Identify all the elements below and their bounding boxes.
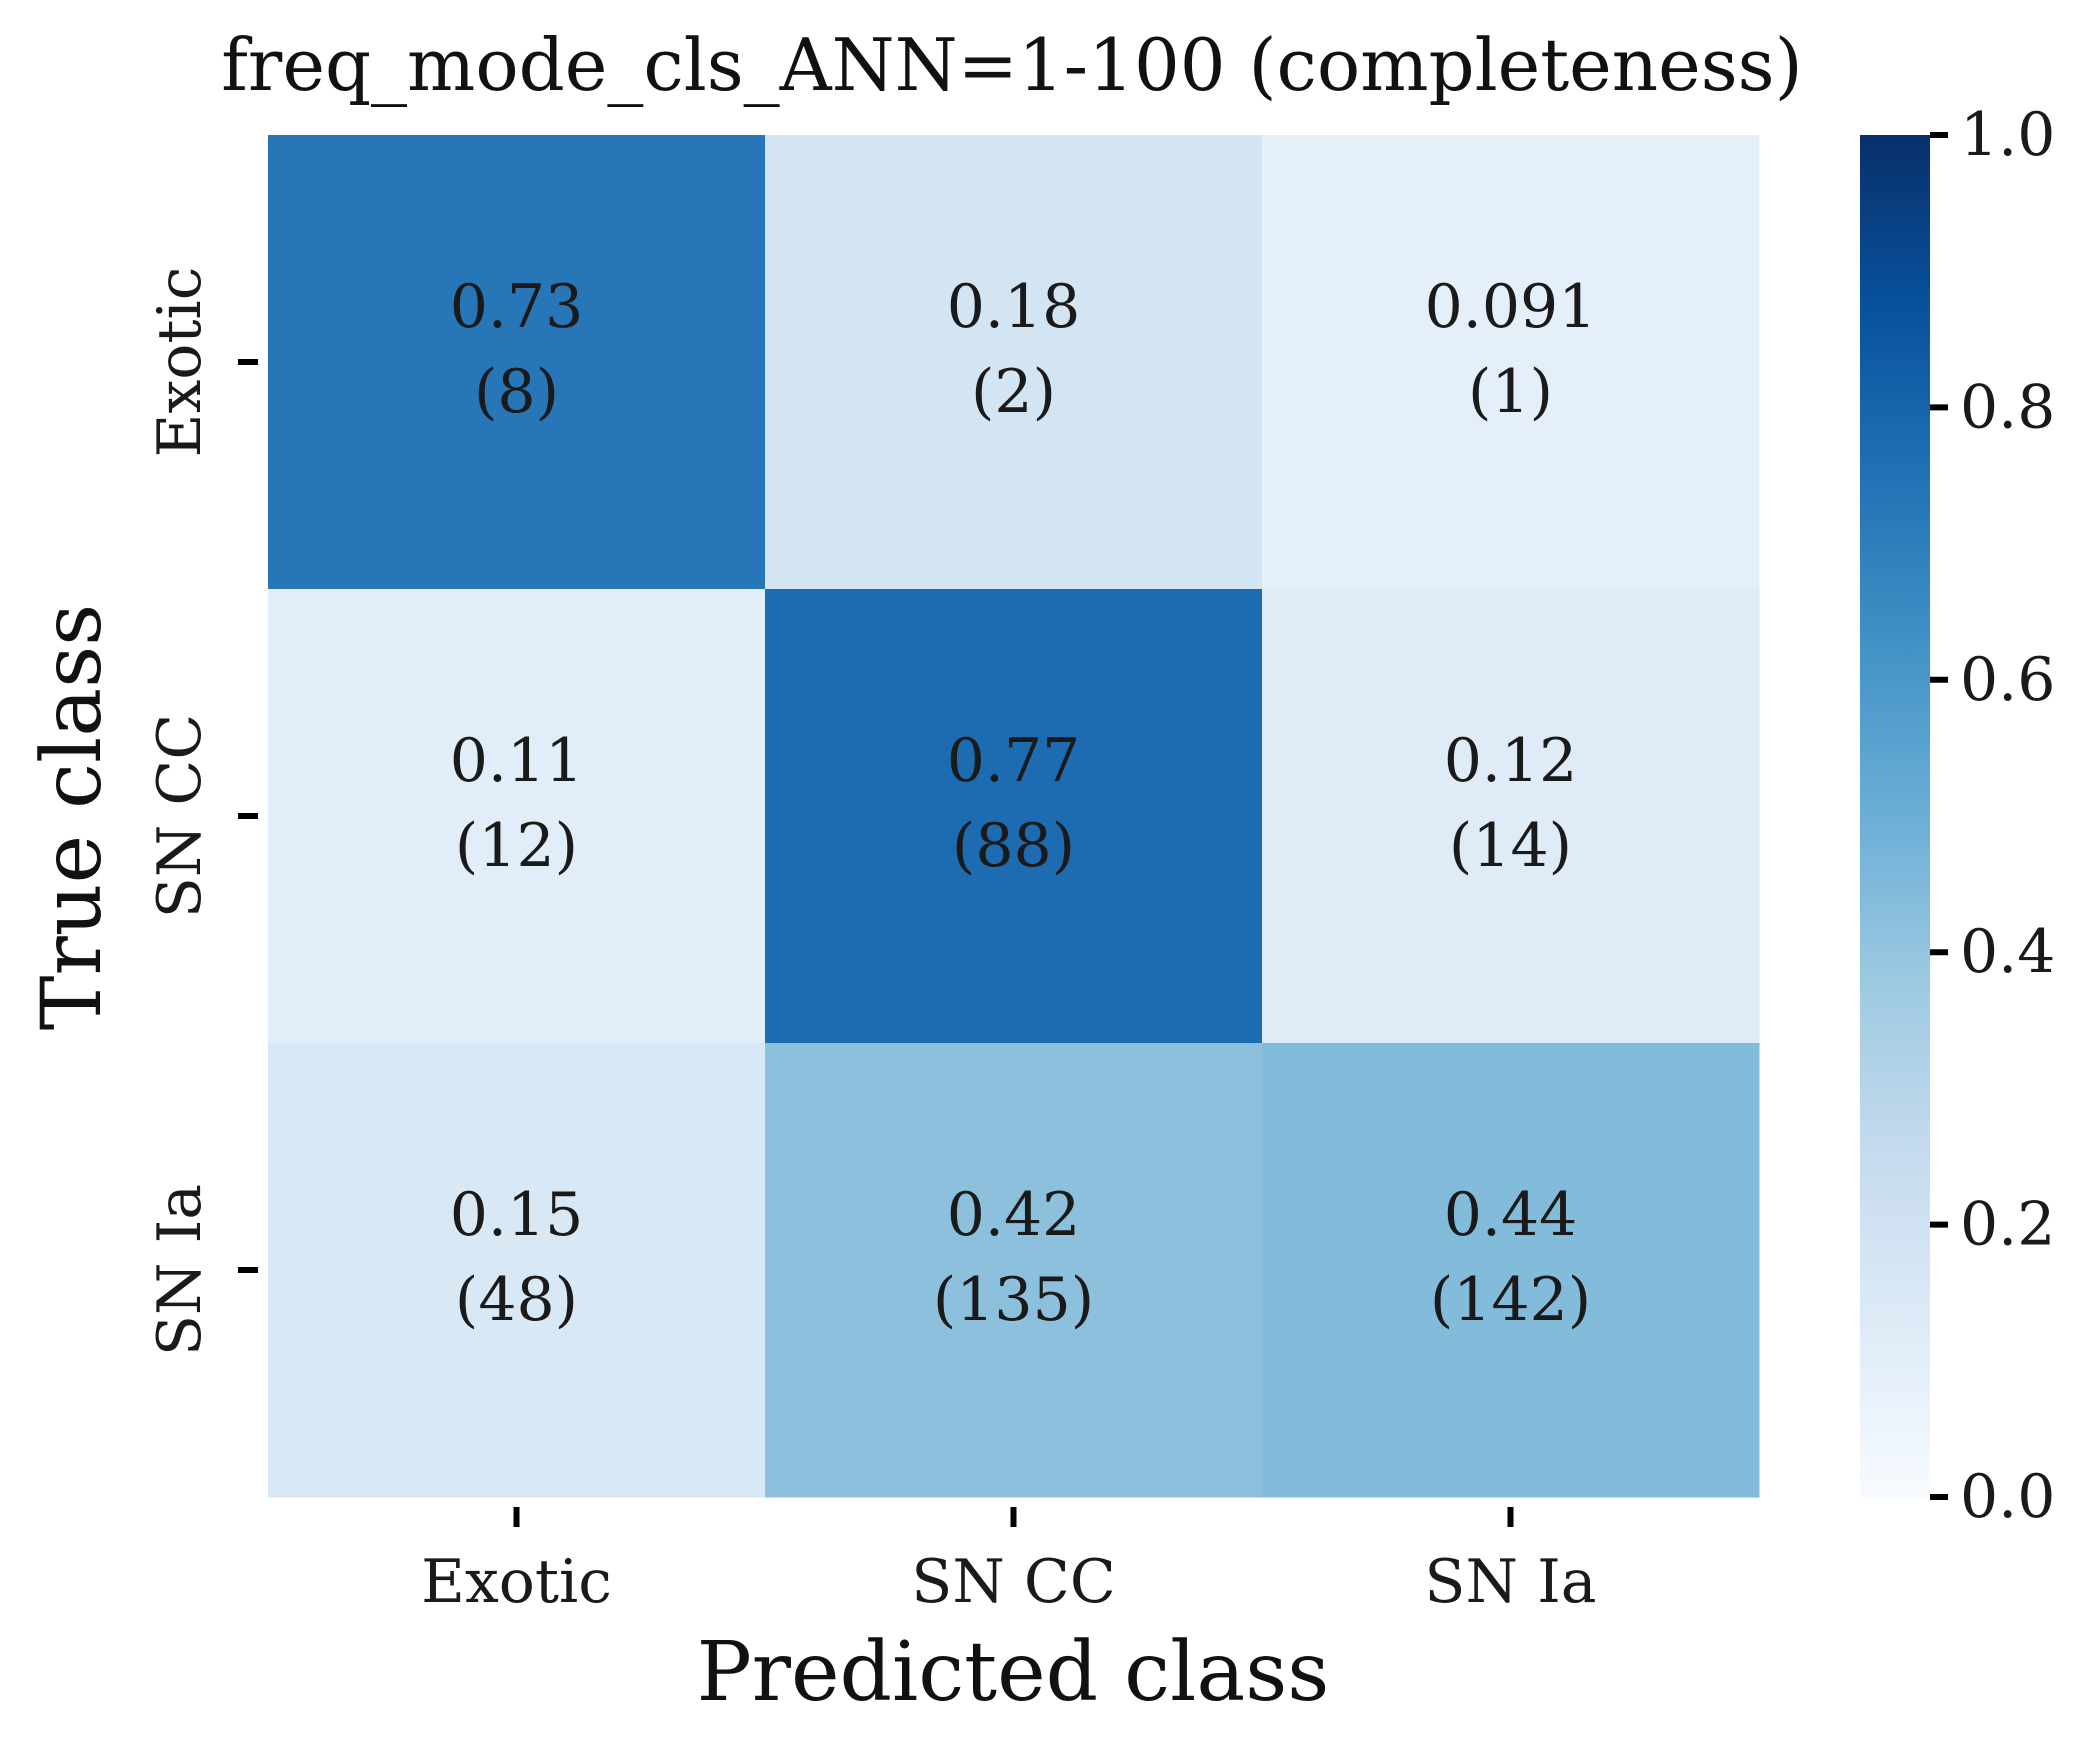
y-tick-label: SN Ia [145,1184,215,1356]
y-tick-label: SN CC [145,714,215,919]
colorbar-tick-label: 0.4 [1960,917,2055,987]
cell-value-label: 0.091 [1425,272,1597,342]
colorbar-tick-label: 0.2 [1960,1190,2055,1260]
colorbar-tick-label: 0.0 [1960,1462,2055,1532]
cell-value-label: 0.73 [450,272,584,342]
x-tick-label: SN CC [911,1547,1116,1617]
colorbar-tick-label: 0.6 [1960,645,2055,715]
heatmap-cell [268,589,766,1044]
cell-count-label: (12) [455,811,578,881]
x-axis-label: Predicted class [697,1625,1330,1720]
cell-count-label: (142) [1430,1265,1591,1335]
heatmap-cell [765,1043,1263,1498]
y-axis-label: True class [25,604,120,1031]
colorbar-tick-label: 1.0 [1960,100,2055,170]
heatmap-cell [1262,1043,1760,1498]
colorbar [1860,135,1930,1497]
heatmap-annotations: 0.73 (8) 0.18 (2) 0.091 (1) 0.11 (12) 0.77 (88) 0.… [450,272,1597,1335]
y-tick-label: Exotic [145,267,215,458]
heatmap-cell [268,1043,766,1498]
cell-value-label: 0.18 [947,272,1081,342]
cell-value-label: 0.11 [450,726,584,796]
heatmap-cell [1262,589,1760,1044]
heatmap-cell [765,589,1263,1044]
x-axis-ticks: Exotic SN CC SN Ia [421,1507,1597,1617]
cell-count-label: (88) [952,811,1075,881]
cell-count-label: (1) [1468,357,1553,427]
colorbar-tick-label: 0.8 [1960,372,2055,442]
chart-title: freq_mode_cls_ANN=1-100 (completeness) [221,23,1802,107]
heatmap-cells [268,135,1760,1498]
cell-value-label: 0.12 [1444,726,1578,796]
cell-value-label: 0.15 [450,1180,584,1250]
heatmap-cell [765,135,1263,590]
cell-count-label: (14) [1449,811,1572,881]
cell-value-label: 0.42 [947,1180,1081,1250]
cell-count-label: (2) [971,357,1056,427]
cell-value-label: 0.44 [1444,1180,1578,1250]
heatmap-cell [268,135,766,590]
y-axis-ticks: Exotic SN CC SN Ia [145,267,258,1356]
cell-count-label: (135) [933,1265,1094,1335]
x-tick-label: SN Ia [1424,1547,1596,1617]
x-tick-label: Exotic [421,1547,612,1617]
cell-count-label: (48) [455,1265,578,1335]
colorbar-ticks: 0.0 0.2 0.4 0.6 0.8 1.0 [1930,100,2055,1532]
heatmap-cell [1262,135,1760,590]
cell-value-label: 0.77 [947,726,1081,796]
cell-count-label: (8) [474,357,559,427]
